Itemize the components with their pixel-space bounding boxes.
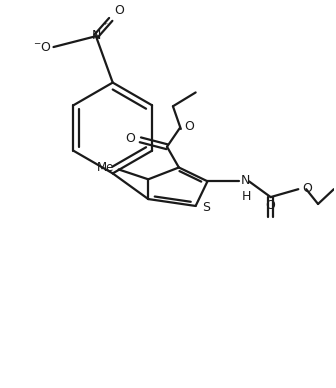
Text: O: O (126, 132, 135, 146)
Text: H: H (242, 190, 251, 203)
Text: O: O (302, 182, 312, 195)
Text: $^{+}$: $^{+}$ (102, 20, 109, 29)
Text: O: O (184, 121, 194, 133)
Text: Me: Me (97, 161, 115, 174)
Text: N: N (241, 174, 250, 187)
Text: $^{-}$O: $^{-}$O (33, 40, 51, 54)
Text: N: N (92, 29, 101, 42)
Text: O: O (115, 4, 125, 17)
Text: S: S (203, 201, 211, 215)
Text: O: O (266, 199, 276, 212)
